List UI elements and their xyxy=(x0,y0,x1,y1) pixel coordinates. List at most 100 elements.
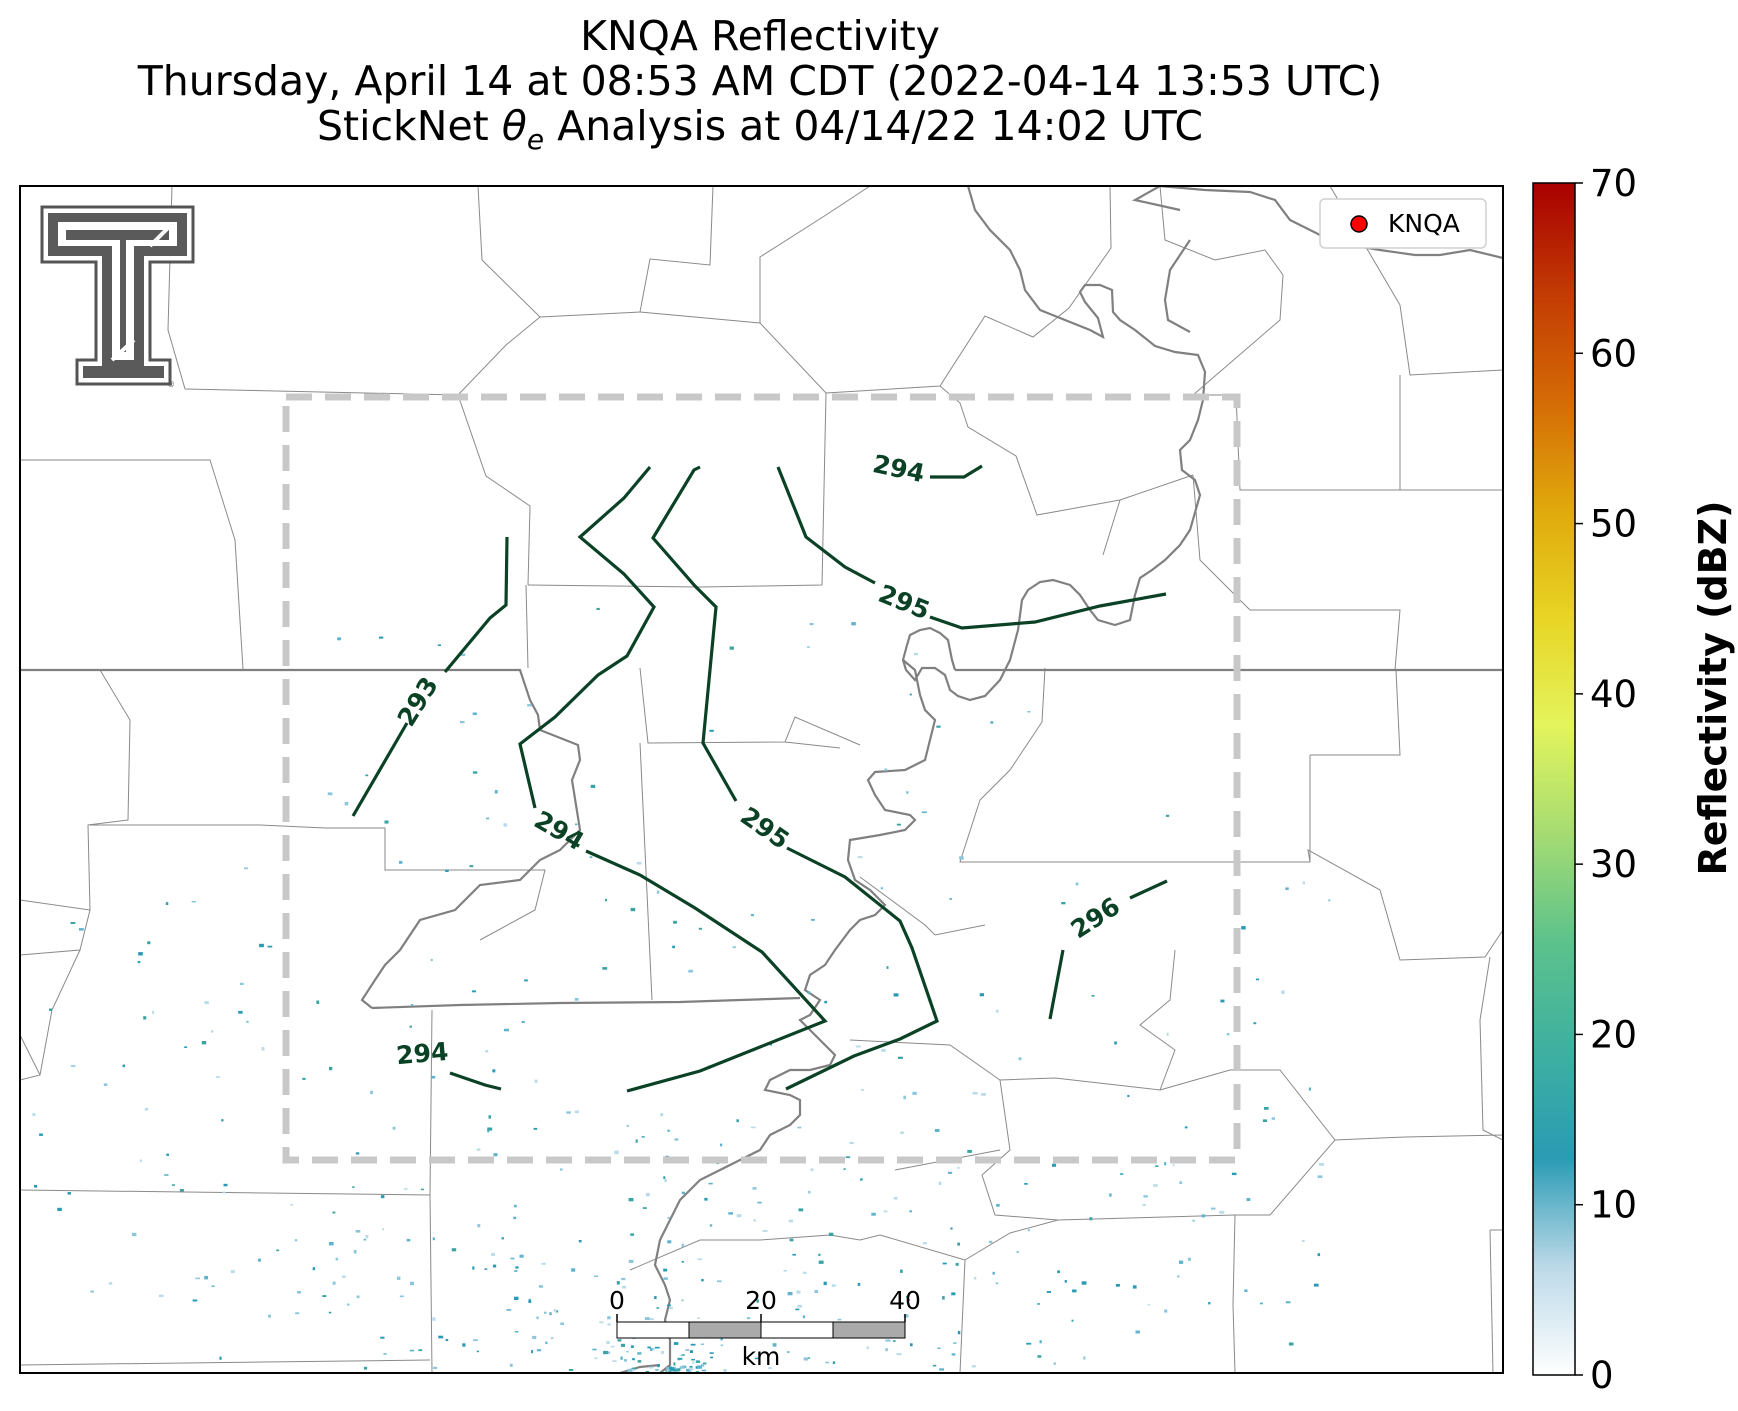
county-boundary xyxy=(184,388,531,586)
radar-return xyxy=(628,1198,634,1202)
radar-return xyxy=(328,1311,332,1314)
radar-return xyxy=(244,867,248,870)
radar-return xyxy=(1071,1319,1074,1322)
radar-return xyxy=(695,1360,701,1363)
radar-return xyxy=(681,1243,685,1247)
radar-return xyxy=(729,646,734,650)
radar-return xyxy=(949,898,953,900)
radar-return xyxy=(637,1352,642,1355)
radar-return xyxy=(666,1367,672,1371)
river-boundary-south xyxy=(619,1363,661,1373)
radar-return xyxy=(599,1321,604,1324)
radar-return xyxy=(521,1021,525,1023)
radar-return xyxy=(152,1011,155,1014)
radar-return xyxy=(797,1304,803,1308)
radar-return xyxy=(513,1216,517,1220)
radar-return xyxy=(329,1066,333,1071)
radar-return xyxy=(823,1281,827,1286)
radar-return xyxy=(1027,1229,1031,1232)
radar-return xyxy=(663,1268,668,1272)
radar-return xyxy=(996,1204,1000,1207)
radar-return xyxy=(491,1252,495,1256)
radar-return xyxy=(477,1224,481,1228)
county-boundary xyxy=(1102,499,1121,556)
radar-return xyxy=(504,1028,509,1032)
radar-return xyxy=(1231,1172,1237,1176)
state-line-south xyxy=(371,996,801,1010)
radar-return xyxy=(803,1357,808,1361)
contour-295-central xyxy=(651,465,939,1091)
radar-return xyxy=(685,1349,690,1351)
radar-return xyxy=(506,1309,512,1311)
radar-return xyxy=(34,1184,38,1188)
radar-return xyxy=(49,1008,52,1011)
scale-bar-segment xyxy=(688,1321,762,1339)
radar-return xyxy=(689,1350,693,1353)
radar-return xyxy=(818,1253,821,1256)
radar-return xyxy=(697,1258,703,1261)
radar-return xyxy=(421,1188,424,1191)
radar-return xyxy=(568,1369,574,1371)
radar-return xyxy=(655,1368,659,1371)
radar-return xyxy=(230,1270,235,1273)
colorbar-tick-label: 70 xyxy=(1590,162,1637,205)
radar-return xyxy=(445,1339,449,1342)
radar-return xyxy=(297,1291,301,1294)
radar-return xyxy=(673,1362,676,1366)
radar-return xyxy=(246,1020,249,1023)
radar-return xyxy=(158,1294,164,1297)
radar-return xyxy=(589,856,593,859)
radar-return xyxy=(355,1152,360,1155)
radar-return xyxy=(660,1113,664,1117)
radar-return xyxy=(541,1262,546,1265)
radar-return xyxy=(432,1317,436,1321)
radar-return xyxy=(1302,1240,1305,1242)
county-boundary xyxy=(639,742,653,1001)
river-boundary-north xyxy=(1163,239,1191,333)
radar-return xyxy=(406,1238,411,1242)
radar-return xyxy=(1164,1309,1168,1313)
radar-return xyxy=(637,1360,642,1363)
radar-return xyxy=(437,644,441,646)
map-legend: KNQA xyxy=(1319,198,1487,249)
river-boundary-south xyxy=(653,659,937,1373)
radar-return xyxy=(302,1077,306,1080)
radar-return xyxy=(1262,1119,1267,1122)
radar-return xyxy=(710,1356,713,1359)
radar-return xyxy=(788,1219,794,1223)
radar-return xyxy=(957,1242,960,1246)
county-boundary xyxy=(1310,669,1401,756)
radar-return xyxy=(689,1367,694,1371)
radar-return xyxy=(750,914,754,917)
radar-return xyxy=(651,1347,655,1351)
colorbar-tick-label: 20 xyxy=(1590,1013,1637,1056)
radar-return xyxy=(903,1095,906,1100)
radar-return xyxy=(1135,1330,1140,1334)
contour-294-southwest xyxy=(449,1071,502,1091)
scale-bar-tick-label: 20 xyxy=(745,1286,777,1315)
county-boundary xyxy=(20,899,91,956)
radar-return xyxy=(807,1357,811,1359)
radar-return xyxy=(1155,1165,1159,1167)
county-boundary xyxy=(1159,186,1284,396)
radar-return xyxy=(967,1149,972,1153)
radar-return xyxy=(667,1240,672,1244)
radar-return xyxy=(645,1192,650,1197)
radar-return xyxy=(632,1367,637,1370)
radar-return xyxy=(108,1282,113,1285)
contour-296 xyxy=(1048,879,1168,1020)
radar-return xyxy=(903,1314,909,1318)
radar-return xyxy=(383,1353,387,1355)
colorbar-gradient xyxy=(1532,182,1576,1376)
radar-return xyxy=(1264,1107,1269,1110)
scale-bar-tick-label: 40 xyxy=(889,1286,921,1315)
county-boundary xyxy=(20,949,81,1081)
radar-return xyxy=(660,1351,664,1354)
radar-return xyxy=(717,1280,722,1283)
radar-return xyxy=(1187,1257,1191,1261)
radar-return xyxy=(1211,1207,1216,1210)
county-boundary xyxy=(1232,1304,1236,1373)
radar-return xyxy=(900,1131,904,1134)
radar-return xyxy=(663,1277,668,1280)
radar-return xyxy=(1285,887,1289,890)
